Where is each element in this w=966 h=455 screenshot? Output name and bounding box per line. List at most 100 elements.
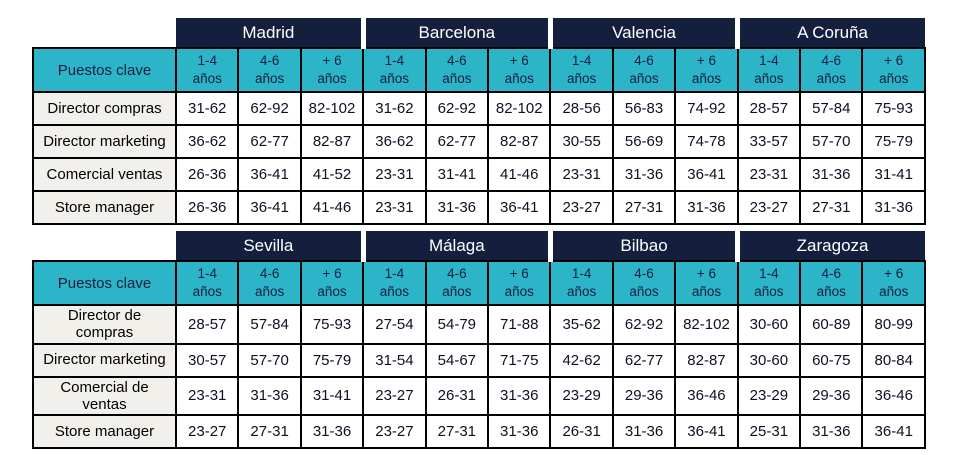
data-cell: 62-77 bbox=[424, 124, 490, 159]
data-cell: 31-36 bbox=[611, 414, 677, 449]
data-cell: 80-84 bbox=[861, 342, 926, 378]
data-cell: 26-36 bbox=[174, 190, 240, 225]
data-cell: 26-36 bbox=[174, 157, 240, 192]
experience-header: 1-4 años bbox=[549, 47, 614, 93]
city-header: Valencia bbox=[547, 18, 738, 48]
data-cell: 62-92 bbox=[611, 304, 677, 345]
data-cell: 62-77 bbox=[237, 124, 302, 159]
city-header: Barcelona bbox=[360, 18, 551, 48]
row-label: Director marketing bbox=[32, 124, 177, 159]
experience-header: 4-6 años bbox=[424, 47, 490, 93]
data-cell: 56-83 bbox=[611, 91, 677, 126]
table-row: Director de compras 28-57 57-84 75-93 27-54 5… bbox=[32, 304, 926, 345]
experience-header-row: Puestos clave 1-4 años 4-6 años + 6 años 1-4… bbox=[32, 47, 926, 93]
data-cell: 31-36 bbox=[237, 375, 302, 416]
data-cell: 36-41 bbox=[237, 157, 302, 192]
data-cell: 23-29 bbox=[549, 375, 614, 416]
data-cell: 57-84 bbox=[799, 91, 864, 126]
salary-table-top: Madrid Barcelona Valencia A Coruña Puestos c… bbox=[32, 18, 926, 225]
data-cell: 31-36 bbox=[487, 375, 552, 416]
data-cell: 36-41 bbox=[861, 414, 926, 449]
data-cell: 82-102 bbox=[299, 91, 365, 126]
city-header: Málaga bbox=[360, 231, 551, 261]
data-cell: 31-62 bbox=[174, 91, 240, 126]
city-header: Bilbao bbox=[547, 231, 738, 261]
city-header-row: Madrid Barcelona Valencia A Coruña bbox=[33, 18, 925, 48]
data-cell: 82-87 bbox=[674, 342, 739, 378]
experience-header: 1-4 años bbox=[174, 260, 240, 306]
table-row: Comercial ventas 26-36 36-41 41-52 23-31 31-4… bbox=[32, 157, 926, 192]
experience-header: 1-4 años bbox=[736, 260, 802, 306]
experience-header: + 6 años bbox=[299, 47, 365, 93]
data-cell: 27-31 bbox=[237, 414, 302, 449]
data-cell: 31-36 bbox=[487, 414, 552, 449]
data-cell: 27-31 bbox=[799, 190, 864, 225]
data-cell: 23-27 bbox=[362, 375, 427, 416]
experience-header: 4-6 años bbox=[611, 260, 677, 306]
key-positions-header: Puestos clave bbox=[32, 260, 177, 306]
data-cell: 31-54 bbox=[362, 342, 427, 378]
data-cell: 29-36 bbox=[611, 375, 677, 416]
data-cell: 31-36 bbox=[611, 157, 677, 192]
row-label: Comercial de ventas bbox=[32, 375, 177, 416]
experience-header: 1-4 años bbox=[362, 47, 427, 93]
experience-header: + 6 años bbox=[487, 47, 552, 93]
row-label: Store manager bbox=[32, 414, 177, 449]
data-cell: 31-36 bbox=[424, 190, 490, 225]
data-cell: 27-31 bbox=[424, 414, 490, 449]
data-cell: 71-75 bbox=[487, 342, 552, 378]
experience-header: 4-6 años bbox=[424, 260, 490, 306]
data-cell: 23-31 bbox=[362, 190, 427, 225]
data-cell: 27-31 bbox=[611, 190, 677, 225]
data-cell: 82-87 bbox=[299, 124, 365, 159]
data-cell: 36-41 bbox=[674, 414, 739, 449]
data-cell: 36-41 bbox=[674, 157, 739, 192]
data-cell: 30-60 bbox=[736, 304, 802, 345]
data-cell: 35-62 bbox=[549, 304, 614, 345]
data-cell: 80-99 bbox=[861, 304, 926, 345]
data-cell: 62-77 bbox=[611, 342, 677, 378]
data-cell: 25-31 bbox=[736, 414, 802, 449]
data-cell: 82-87 bbox=[487, 124, 552, 159]
experience-header: 4-6 años bbox=[237, 47, 302, 93]
data-cell: 23-29 bbox=[736, 375, 802, 416]
data-cell: 29-36 bbox=[799, 375, 864, 416]
data-cell: 23-31 bbox=[174, 375, 240, 416]
data-cell: 36-41 bbox=[237, 190, 302, 225]
data-cell: 36-46 bbox=[861, 375, 926, 416]
table-row: Director compras 31-62 62-92 82-102 31-62 62-… bbox=[32, 91, 926, 126]
table-row: Store manager 23-27 27-31 31-36 23-27 27-31 31… bbox=[32, 414, 926, 449]
data-cell: 57-70 bbox=[237, 342, 302, 378]
city-header: Madrid bbox=[176, 18, 364, 48]
table-row: Comercial de ventas 23-31 31-36 31-41 23-27 2… bbox=[32, 375, 926, 416]
data-cell: 41-52 bbox=[299, 157, 365, 192]
data-cell: 60-75 bbox=[799, 342, 864, 378]
data-cell: 23-31 bbox=[362, 157, 427, 192]
data-cell: 41-46 bbox=[299, 190, 365, 225]
data-cell: 42-62 bbox=[549, 342, 614, 378]
data-cell: 28-56 bbox=[549, 91, 614, 126]
data-cell: 75-79 bbox=[299, 342, 365, 378]
data-cell: 31-41 bbox=[861, 157, 926, 192]
city-header: Sevilla bbox=[176, 231, 364, 261]
data-cell: 60-89 bbox=[799, 304, 864, 345]
row-label: Store manager bbox=[32, 190, 177, 225]
corner-cell bbox=[33, 231, 176, 261]
key-positions-header: Puestos clave bbox=[32, 47, 177, 93]
experience-header: 4-6 años bbox=[237, 260, 302, 306]
data-cell: 41-46 bbox=[487, 157, 552, 192]
data-cell: 26-31 bbox=[549, 414, 614, 449]
data-cell: 23-27 bbox=[362, 414, 427, 449]
data-cell: 71-88 bbox=[487, 304, 552, 345]
data-cell: 74-78 bbox=[674, 124, 739, 159]
data-cell: 31-36 bbox=[299, 414, 365, 449]
data-cell: 36-46 bbox=[674, 375, 739, 416]
tables-root: Madrid Barcelona Valencia A Coruña Puestos c… bbox=[32, 18, 966, 449]
city-header: A Coruña bbox=[735, 18, 925, 48]
experience-header: 4-6 años bbox=[611, 47, 677, 93]
data-cell: 62-92 bbox=[237, 91, 302, 126]
table-row: Store manager 26-36 36-41 41-46 23-31 31-36 36… bbox=[32, 190, 926, 225]
data-cell: 82-102 bbox=[487, 91, 552, 126]
data-cell: 54-79 bbox=[424, 304, 490, 345]
